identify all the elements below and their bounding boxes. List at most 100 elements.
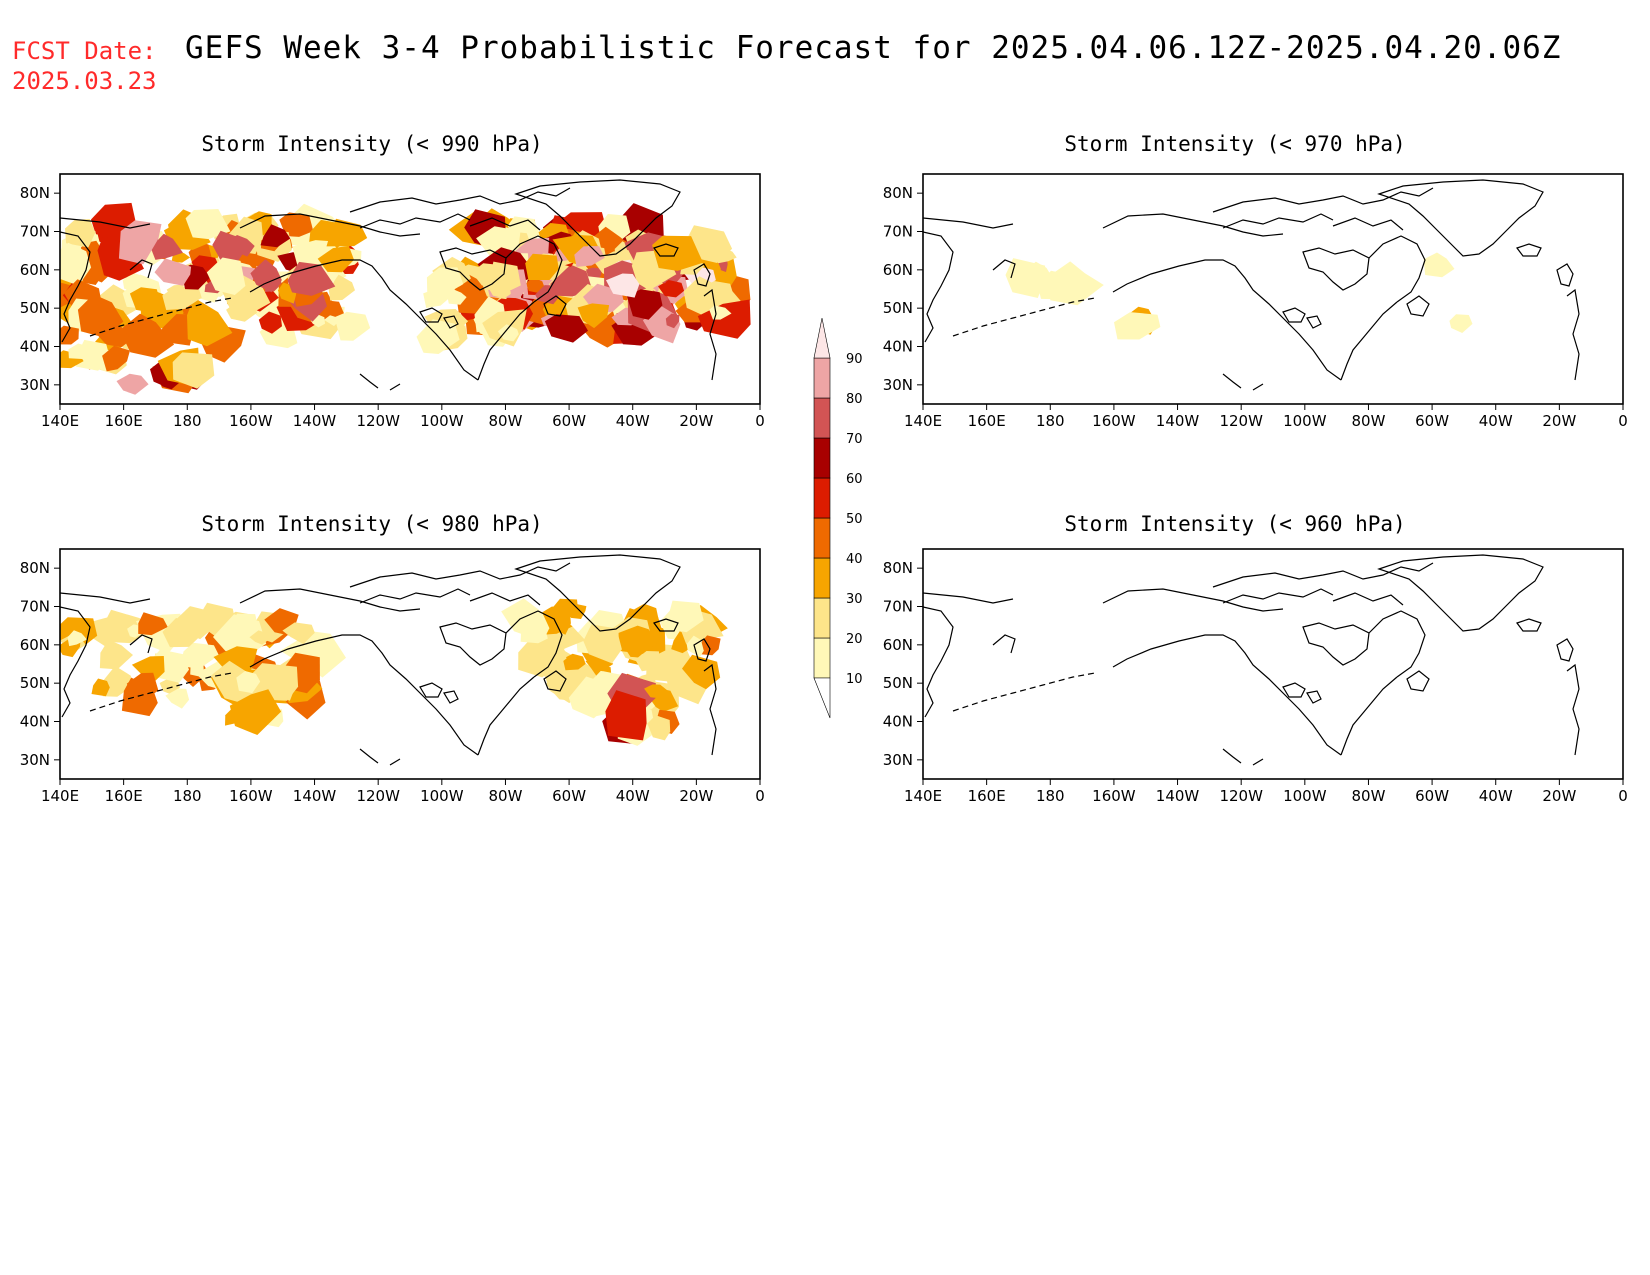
probability-cell xyxy=(228,235,255,257)
lat-tick-label: 40N xyxy=(20,713,50,731)
lon-tick-label: 180 xyxy=(173,787,202,805)
probability-cell xyxy=(118,220,162,265)
probability-cell xyxy=(258,311,282,334)
colorbar-label: 70 xyxy=(846,432,863,447)
map-panel-p960: 80N 70N 60N 50N 40N 30N 140E 160E 180 160W 140W 120… xyxy=(883,548,1628,805)
lat-tick-label: 50N xyxy=(883,299,913,317)
colorbar-label: 50 xyxy=(846,512,863,527)
colorbar-label: 80 xyxy=(846,392,863,407)
lat-tick-label: 40N xyxy=(20,338,50,356)
lon-tick-label: 60W xyxy=(1415,412,1449,430)
panel-title-960: Storm Intensity (< 960 hPa) xyxy=(1064,512,1406,536)
lat-tick-label: 70N xyxy=(883,598,913,616)
probability-cell xyxy=(226,300,258,322)
probability-cell xyxy=(585,650,614,672)
probability-cell xyxy=(568,676,615,719)
probability-cell xyxy=(60,325,79,345)
lat-tick-label: 60N xyxy=(20,261,50,279)
lon-tick-label: 100W xyxy=(420,412,464,430)
lon-tick-label: 160E xyxy=(968,412,1006,430)
lon-tick-label: 80W xyxy=(488,412,522,430)
probability-cell xyxy=(606,273,640,298)
probability-cell xyxy=(1423,252,1455,278)
probability-cell xyxy=(682,654,721,690)
lat-tick-label: 40N xyxy=(883,338,913,356)
probability-cell xyxy=(279,212,314,237)
lon-tick-label: 140W xyxy=(1156,787,1200,805)
colorbar-label: 10 xyxy=(846,672,863,687)
probability-cell xyxy=(1114,312,1161,340)
probability-cell xyxy=(260,224,291,248)
probability-cell xyxy=(626,289,663,320)
probability-cell xyxy=(686,635,704,658)
probability-cell xyxy=(131,656,165,683)
lon-tick-label: 40W xyxy=(616,787,650,805)
probability-cell xyxy=(335,311,371,341)
lat-tick-label: 40N xyxy=(883,713,913,731)
probability-cell xyxy=(426,267,464,295)
probability-cell xyxy=(236,671,261,694)
lon-tick-label: 160E xyxy=(968,787,1006,805)
probability-cell xyxy=(67,630,87,647)
lon-tick-label: 60W xyxy=(552,787,586,805)
probability-cell xyxy=(166,284,185,299)
probability-cell xyxy=(518,632,567,678)
probability-cell xyxy=(605,690,647,741)
lat-tick-label: 60N xyxy=(883,261,913,279)
probability-cell xyxy=(229,689,282,735)
forecast-date-block: FCST Date: 2025.03.23 xyxy=(12,36,157,96)
lat-tick-label: 60N xyxy=(20,636,50,654)
probability-cell xyxy=(122,272,146,292)
probability-cell xyxy=(172,352,215,389)
lon-tick-label: 20W xyxy=(1542,412,1576,430)
probability-cell xyxy=(535,285,559,305)
coastline xyxy=(923,554,1580,766)
map-frame xyxy=(922,548,1624,780)
probability-cell xyxy=(185,209,231,240)
lon-tick-label: 100W xyxy=(1283,412,1327,430)
lon-tick-label: 140E xyxy=(904,412,942,430)
panel-title-990: Storm Intensity (< 990 hPa) xyxy=(201,132,543,156)
probability-cell xyxy=(665,313,680,329)
lon-tick-label: 160W xyxy=(229,787,273,805)
lon-tick-label: 40W xyxy=(1479,412,1513,430)
probability-cell xyxy=(177,606,221,640)
lon-tick-label: 80W xyxy=(1351,787,1385,805)
lon-tick-label: 120W xyxy=(356,412,400,430)
map-panel-p980: 80N 70N 60N 50N 40N 30N 140E 160E 180 160W 140W 120… xyxy=(20,548,765,805)
lon-tick-label: 180 xyxy=(1036,412,1065,430)
lon-tick-label: 20W xyxy=(679,412,713,430)
lon-tick-label: 180 xyxy=(1036,787,1065,805)
lat-tick-label: 70N xyxy=(883,223,913,241)
lon-tick-label: 140E xyxy=(41,787,79,805)
probability-cell xyxy=(77,294,124,338)
probability-cell xyxy=(577,303,610,329)
lat-tick-label: 30N xyxy=(20,376,50,394)
probability-cell xyxy=(1048,261,1104,306)
lon-tick-label: 140W xyxy=(293,787,337,805)
lat-tick-label: 80N xyxy=(883,559,913,577)
lon-tick-label: 180 xyxy=(173,412,202,430)
probability-cell xyxy=(715,246,737,264)
probability-cell xyxy=(550,264,593,297)
probability-cell xyxy=(65,219,96,248)
colorbar-label: 40 xyxy=(846,552,863,567)
probability-cell xyxy=(190,661,204,677)
panel-title-980: Storm Intensity (< 980 hPa) xyxy=(201,512,543,536)
probability-cell xyxy=(102,345,130,372)
probability-cell xyxy=(282,622,315,645)
probability-field xyxy=(60,554,728,766)
lon-tick-label: 160W xyxy=(1092,412,1136,430)
lon-tick-label: 140E xyxy=(904,787,942,805)
lon-tick-label: 0 xyxy=(755,412,765,430)
lon-tick-label: 0 xyxy=(755,787,765,805)
lon-tick-label: 140W xyxy=(293,412,337,430)
probability-cell xyxy=(644,684,668,699)
probability-cell xyxy=(165,688,190,709)
probability-cell xyxy=(250,259,282,293)
probability-field xyxy=(923,554,1580,766)
lat-tick-label: 30N xyxy=(883,751,913,769)
forecast-date-label: FCST Date: xyxy=(12,37,157,65)
lat-tick-label: 30N xyxy=(883,376,913,394)
